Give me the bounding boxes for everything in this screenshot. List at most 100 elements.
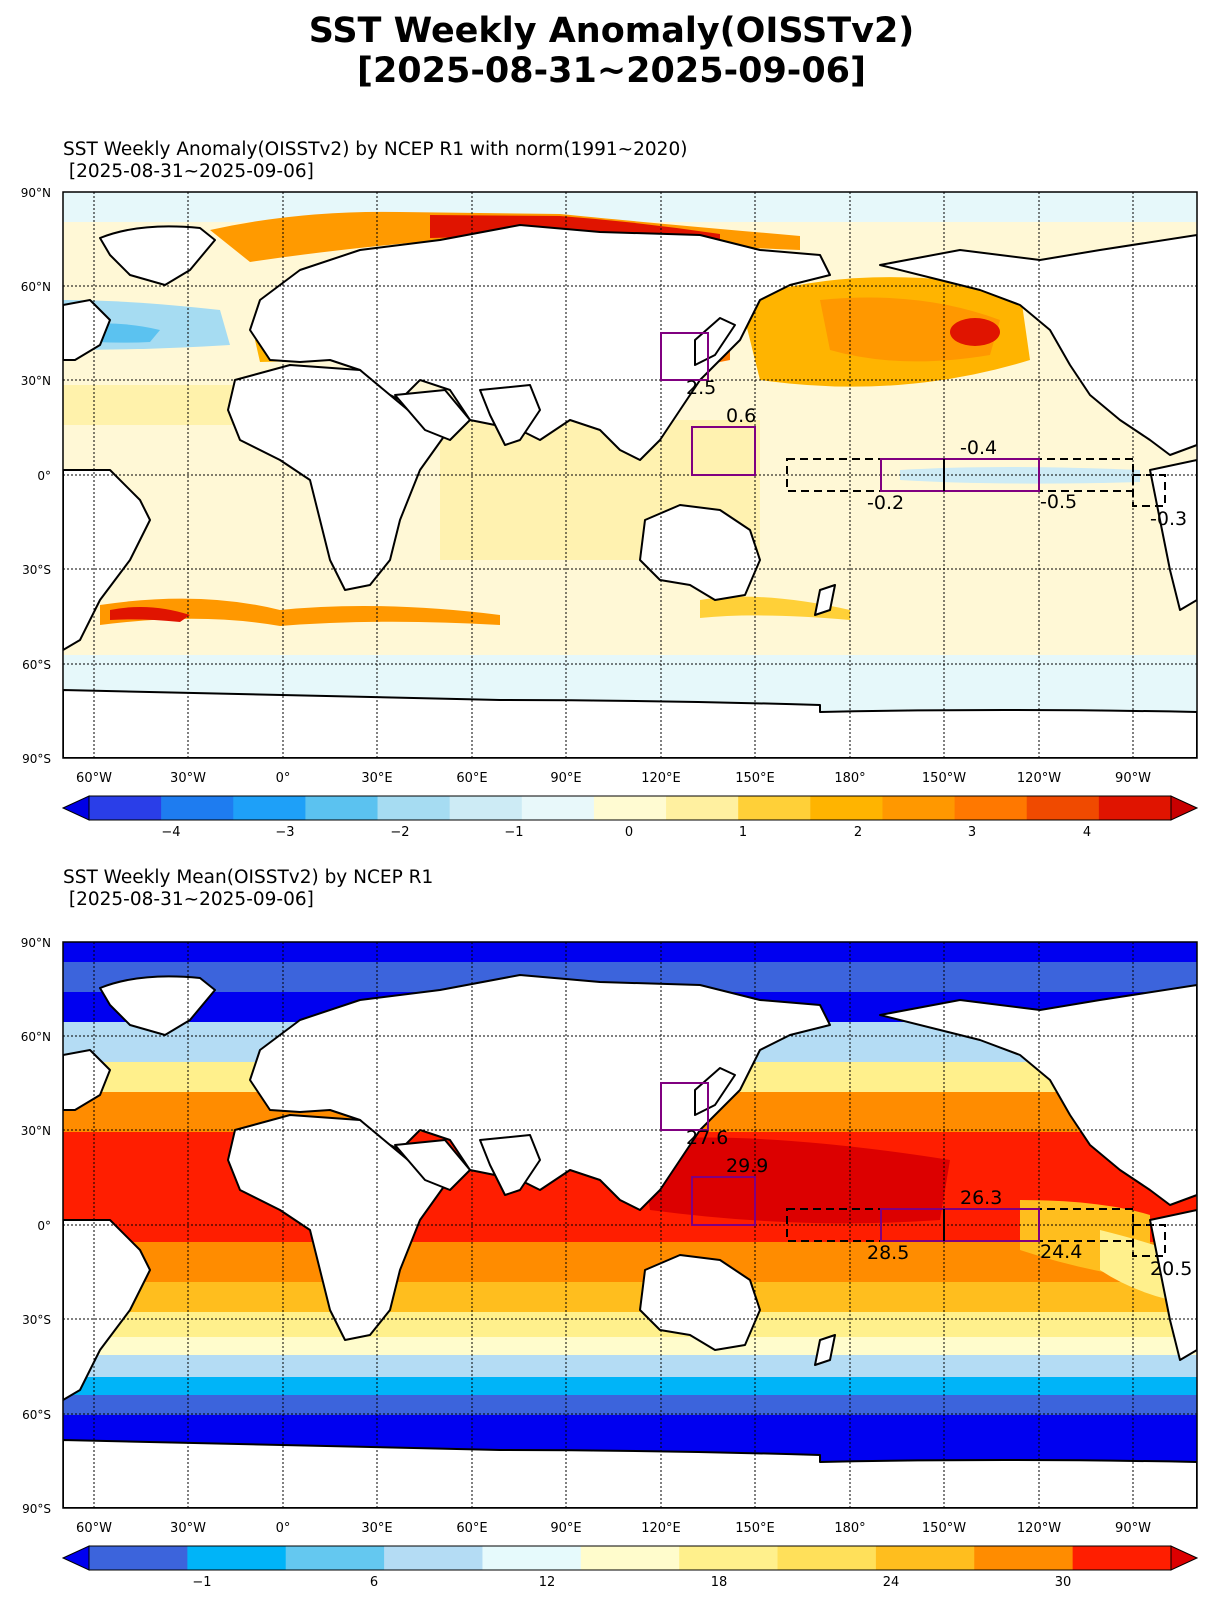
mean-lat-label-60s: 60°S	[22, 1408, 51, 1422]
mean-label-nino34: 26.3	[960, 1187, 1002, 1209]
mean-label-japan: 27.6	[686, 1127, 728, 1149]
mean-lon-label-90w: 90°W	[1115, 1521, 1151, 1536]
mean-colorbar-swatch	[974, 1546, 1074, 1570]
mean-colorbar-swatch	[777, 1546, 877, 1570]
mean-lat-label-0: 0°	[37, 1219, 51, 1233]
mean-colorbar-swatch	[679, 1546, 779, 1570]
anomaly-colorbar-outline	[88, 795, 1172, 821]
anomaly-label-japan: 2.5	[686, 377, 716, 399]
anomaly-colorbar-swatch	[1098, 796, 1172, 820]
mean-gridlines	[63, 942, 1197, 1508]
figure-title-line2: [2025-08-31~2025-09-06]	[356, 51, 867, 91]
mean-lon-label-90e: 90°E	[550, 1521, 581, 1536]
anomaly-cbar-tick-1: −3	[275, 825, 294, 840]
mean-box-nino12	[1132, 1224, 1166, 1257]
anomaly-box-nino12	[1132, 474, 1166, 507]
mean-map	[62, 941, 1198, 1509]
anomaly-label-nino4: -0.2	[867, 492, 904, 514]
mean-lon-label-120w: 120°W	[1017, 1521, 1061, 1536]
anomaly-colorbar-swatch	[233, 796, 306, 820]
anomaly-colorbar-swatch	[593, 796, 667, 820]
anomaly-colorbar-swatch	[377, 796, 451, 820]
anomaly-colorbar-swatch	[666, 796, 739, 820]
mean-cbar-tick-0: −1	[192, 1575, 211, 1590]
anomaly-lon-label-120w: 120°W	[1017, 771, 1061, 786]
mean-colorbar-outline	[88, 1545, 1172, 1571]
mean-label-western-pacific: 29.9	[726, 1155, 768, 1177]
mean-panel-date: [2025-08-31~2025-09-06]	[63, 889, 314, 910]
mean-box-japan	[660, 1082, 709, 1131]
figure-title-line1: SST Weekly Anomaly(OISSTv2)	[308, 11, 915, 51]
anomaly-lon-label-150w: 150°W	[922, 771, 966, 786]
anomaly-cbar-tick-6: 2	[854, 825, 862, 840]
anomaly-cbar-tick-0: −4	[161, 825, 180, 840]
mean-lon-label-150w: 150°W	[922, 1521, 966, 1536]
anomaly-lat-label-60n: 60°N	[21, 280, 51, 294]
anomaly-label-nino34: -0.4	[960, 437, 997, 459]
anomaly-box-japan	[660, 332, 709, 381]
mean-lon-label-60w: 60°W	[76, 1521, 112, 1536]
mean-cbar-tick-5: 30	[1055, 1575, 1072, 1590]
mean-colorbar-swatch	[875, 1546, 975, 1570]
anomaly-map	[62, 191, 1198, 759]
anomaly-lat-label-90s: 90°S	[22, 752, 51, 766]
anomaly-label-western-pacific: 0.6	[726, 405, 756, 427]
anomaly-colorbar-arrow-low	[61, 795, 90, 821]
anomaly-lat-label-60s: 60°S	[22, 658, 51, 672]
mean-label-nino12: 20.5	[1150, 1258, 1192, 1280]
mean-lon-label-30w: 30°W	[170, 1521, 206, 1536]
mean-box-nino34	[880, 1208, 1040, 1242]
anomaly-lon-label-150e: 150°E	[735, 771, 775, 786]
anomaly-cbar-tick-7: 3	[968, 825, 976, 840]
mean-colorbar-swatch	[1072, 1546, 1172, 1570]
mean-cbar-tick-4: 24	[883, 1575, 900, 1590]
mean-panel-title: SST Weekly Mean(OISSTv2) by NCEP R1	[63, 867, 434, 888]
anomaly-box-western-pacific	[691, 426, 756, 476]
mean-lat-label-30n: 30°N	[21, 1124, 51, 1138]
anomaly-panel-title: SST Weekly Anomaly(OISSTv2) by NCEP R1 w…	[63, 139, 688, 160]
mean-colorbar-swatch	[89, 1546, 188, 1570]
anomaly-lon-label-30e: 30°E	[361, 771, 392, 786]
mean-colorbar-swatch	[580, 1546, 680, 1570]
anomaly-lon-label-0: 0°	[276, 771, 291, 786]
anomaly-cbar-tick-4: 0	[625, 825, 633, 840]
mean-colorbar-swatch	[384, 1546, 483, 1570]
anomaly-lon-label-90w: 90°W	[1115, 771, 1151, 786]
mean-colorbar-swatch	[482, 1546, 582, 1570]
anomaly-panel-date: [2025-08-31~2025-09-06]	[63, 161, 314, 182]
anomaly-colorbar	[61, 795, 1199, 821]
mean-lat-label-30s: 30°S	[22, 1313, 51, 1327]
anomaly-lat-label-30n: 30°N	[21, 374, 51, 388]
mean-colorbar-arrow-low	[61, 1545, 90, 1571]
anomaly-colorbar-swatch	[810, 796, 883, 820]
anomaly-box-nino34	[880, 458, 1040, 492]
anomaly-gridlines	[63, 192, 1197, 758]
mean-lon-label-60e: 60°E	[456, 1521, 487, 1536]
anomaly-colorbar-swatch	[161, 796, 234, 820]
mean-lat-label-90n: 90°N	[21, 936, 51, 950]
mean-lon-label-0: 0°	[276, 1521, 291, 1536]
anomaly-lat-label-30s: 30°S	[22, 563, 51, 577]
mean-label-nino3: 24.4	[1040, 1241, 1082, 1263]
anomaly-cbar-tick-2: −2	[390, 825, 409, 840]
mean-colorbar-arrow-high	[1170, 1545, 1199, 1571]
anomaly-colorbar-arrow-high	[1170, 795, 1199, 821]
mean-lat-label-60n: 60°N	[21, 1030, 51, 1044]
anomaly-lon-label-60w: 60°W	[76, 771, 112, 786]
anomaly-cbar-tick-3: −1	[504, 825, 523, 840]
mean-colorbar-swatch	[285, 1546, 385, 1570]
anomaly-label-nino12: -0.3	[1150, 508, 1187, 530]
anomaly-lon-label-120e: 120°E	[641, 771, 681, 786]
anomaly-label-nino3: -0.5	[1040, 491, 1077, 513]
mean-colorbar-swatch	[187, 1546, 287, 1570]
anomaly-colorbar-swatch	[882, 796, 956, 820]
mean-cbar-tick-1: 6	[370, 1575, 378, 1590]
anomaly-colorbar-swatch	[954, 796, 1028, 820]
anomaly-lon-label-180: 180°	[834, 771, 865, 786]
anomaly-lat-label-0: 0°	[37, 469, 51, 483]
anomaly-colorbar-swatch	[738, 796, 811, 820]
anomaly-lon-label-30w: 30°W	[170, 771, 206, 786]
anomaly-colorbar-swatch	[89, 796, 162, 820]
mean-lat-label-90s: 90°S	[22, 1502, 51, 1516]
